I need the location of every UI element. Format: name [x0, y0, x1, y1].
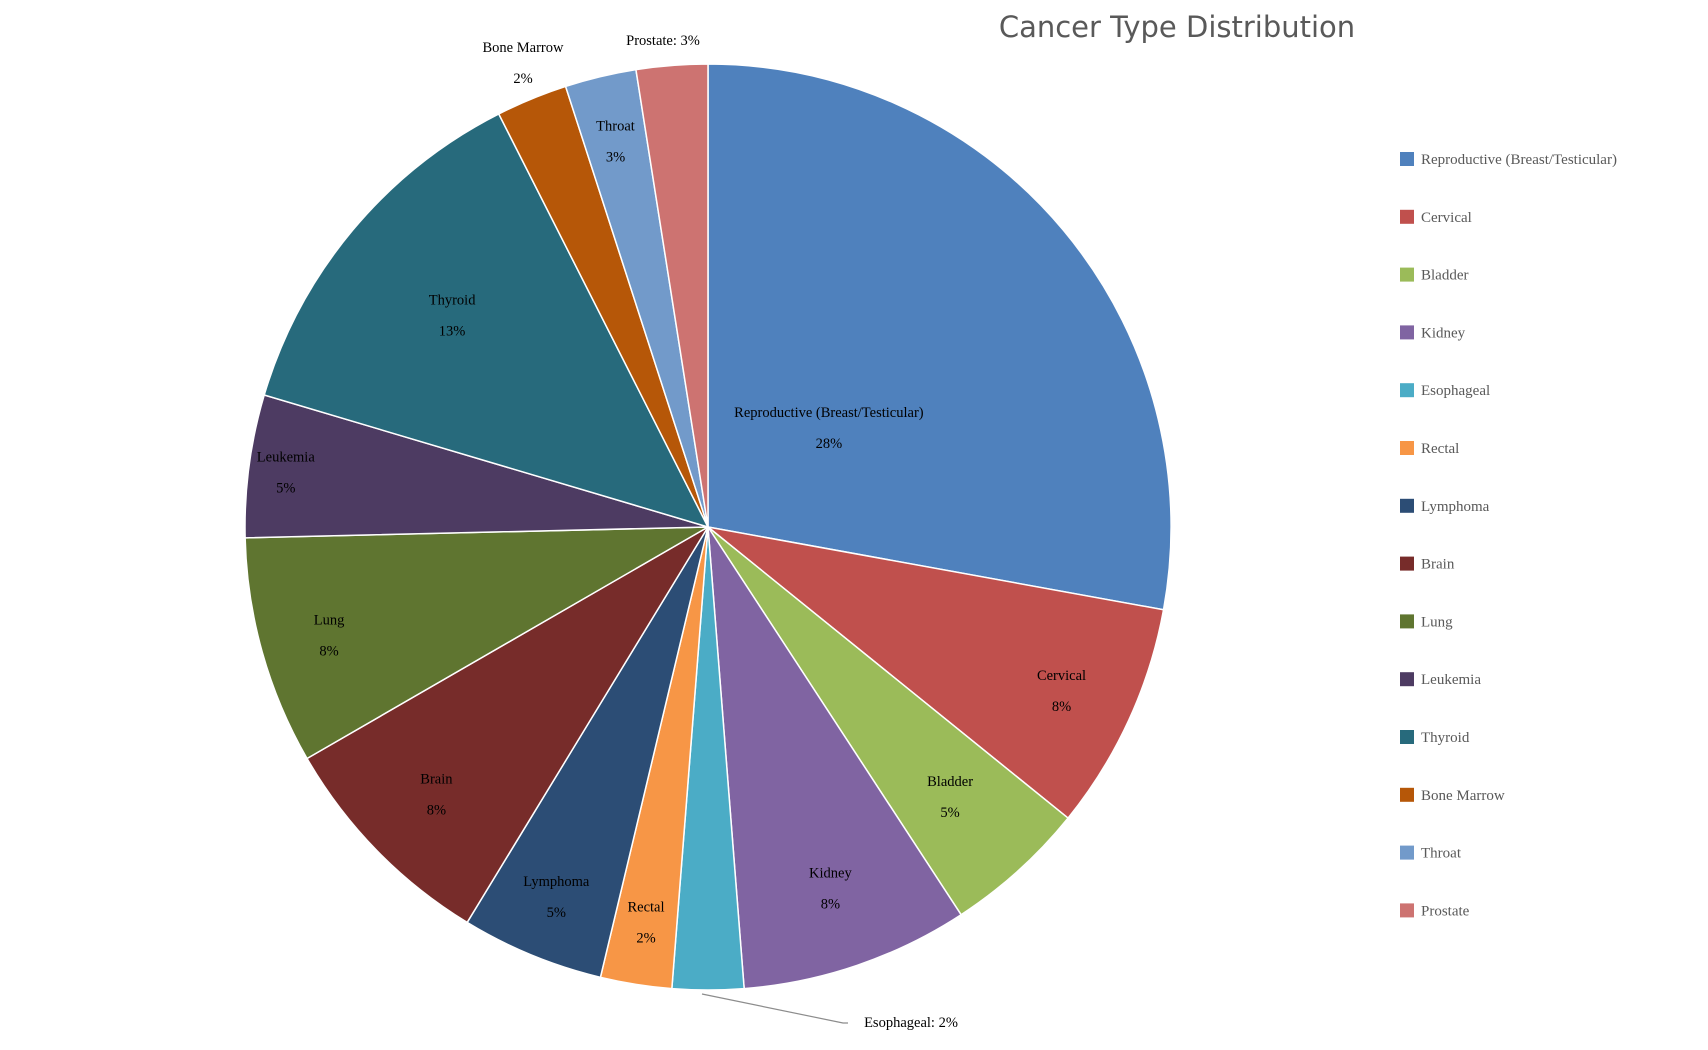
- slice-label-leukemia: Leukemia: [257, 450, 316, 466]
- slice-percent-lung: 8%: [319, 643, 338, 659]
- legend-swatch-thyroid: [1400, 730, 1414, 744]
- legend-swatch-lung: [1400, 614, 1414, 629]
- slice-percent-reproductive-breast-testicular: 28%: [816, 436, 843, 452]
- slice-percent-brain: 8%: [427, 802, 446, 818]
- pie-slice-brain: [306, 526, 709, 924]
- legend-label-cervical: Cervical: [1421, 210, 1472, 226]
- pie-slice-thyroid: [263, 112, 710, 529]
- legend-label-bladder: Bladder: [1421, 268, 1468, 284]
- legend-swatch-rectal: [1400, 441, 1414, 455]
- slice-labels: Reproductive (Breast/Testicular) 28% Cervi…: [257, 33, 1086, 1031]
- legend-label-rectal: Rectal: [1421, 441, 1459, 457]
- legend-label-reproductive-breast-testicular: Reproductive (Breast/Testicular): [1421, 152, 1617, 168]
- legend-swatch-kidney: [1400, 325, 1414, 340]
- legend-swatch-bladder: [1400, 267, 1414, 282]
- legend-label-thyroid: Thyroid: [1421, 730, 1470, 746]
- legend-label-lymphoma: Lymphoma: [1421, 499, 1490, 515]
- legend-swatch-lymphoma: [1400, 498, 1414, 513]
- pie-slice-reproductive-breast-testicular: [707, 63, 1172, 611]
- pie-slice-lymphoma: [466, 526, 709, 979]
- slice-label-bone-marrow: Bone Marrow: [483, 40, 564, 56]
- slice-percent-cervical: 8%: [1052, 699, 1071, 715]
- legend-label-kidney: Kidney: [1421, 325, 1466, 341]
- slice-percent-lymphoma: 5%: [547, 905, 566, 921]
- pie-slice-cervical: [707, 526, 1165, 820]
- pie-slice-prostate: [635, 63, 709, 528]
- leader-line-esophageal: [701, 993, 848, 1024]
- slice-label-lymphoma: Lymphoma: [523, 874, 590, 890]
- slice-label-esophageal: Esophageal: 2%: [864, 1015, 958, 1031]
- slice-percent-thyroid: 13%: [439, 323, 466, 339]
- slice-label-kidney: Kidney: [809, 865, 852, 881]
- slice-label-throat: Throat: [596, 119, 635, 135]
- leader-lines: [701, 993, 848, 1024]
- slice-label-brain: Brain: [420, 771, 453, 787]
- slice-percent-bladder: 5%: [940, 805, 959, 821]
- pie-slice-leukemia: [244, 394, 709, 539]
- legend-swatch-brain: [1400, 556, 1414, 571]
- legend-swatch-throat: [1400, 845, 1414, 860]
- slice-label-cervical: Cervical: [1037, 668, 1086, 684]
- legend-label-lung: Lung: [1421, 614, 1453, 630]
- pie-slices: [244, 63, 1172, 991]
- slice-label-thyroid: Thyroid: [429, 292, 476, 308]
- legend-swatch-reproductive-breast-testicular: [1400, 152, 1414, 166]
- legend-swatch-leukemia: [1400, 672, 1414, 687]
- pie-slice-kidney: [707, 526, 963, 990]
- slice-percent-leukemia: 5%: [276, 481, 295, 497]
- legend-swatch-bone-marrow: [1400, 787, 1414, 802]
- legend-label-leukemia: Leukemia: [1421, 672, 1481, 688]
- slice-label-bladder: Bladder: [927, 774, 973, 790]
- pie-slice-bladder: [707, 526, 1070, 916]
- pie-slice-lung: [244, 526, 709, 760]
- slice-label-reproductive-breast-testicular: Reproductive (Breast/Testicular): [734, 405, 924, 421]
- slice-label-lung: Lung: [314, 612, 345, 628]
- slice-percent-rectal: 2%: [636, 930, 655, 946]
- legend: Reproductive (Breast/Testicular) Cervical…: [1400, 152, 1617, 919]
- slice-percent-throat: 3%: [606, 150, 625, 166]
- chart-title: Cancer Type Distribution: [999, 10, 1355, 44]
- legend-label-brain: Brain: [1421, 557, 1455, 573]
- slice-label-rectal: Rectal: [627, 899, 664, 915]
- legend-swatch-esophageal: [1400, 383, 1414, 398]
- legend-label-bone-marrow: Bone Marrow: [1421, 788, 1505, 804]
- legend-label-esophageal: Esophageal: [1421, 383, 1490, 399]
- slice-percent-bone-marrow: 2%: [513, 71, 532, 87]
- slice-label-prostate: Prostate: 3%: [626, 33, 700, 49]
- legend-label-throat: Throat: [1421, 846, 1462, 862]
- legend-swatch-cervical: [1400, 209, 1414, 224]
- slice-percent-kidney: 8%: [821, 896, 840, 912]
- legend-swatch-prostate: [1400, 903, 1414, 918]
- legend-label-prostate: Prostate: [1421, 903, 1470, 919]
